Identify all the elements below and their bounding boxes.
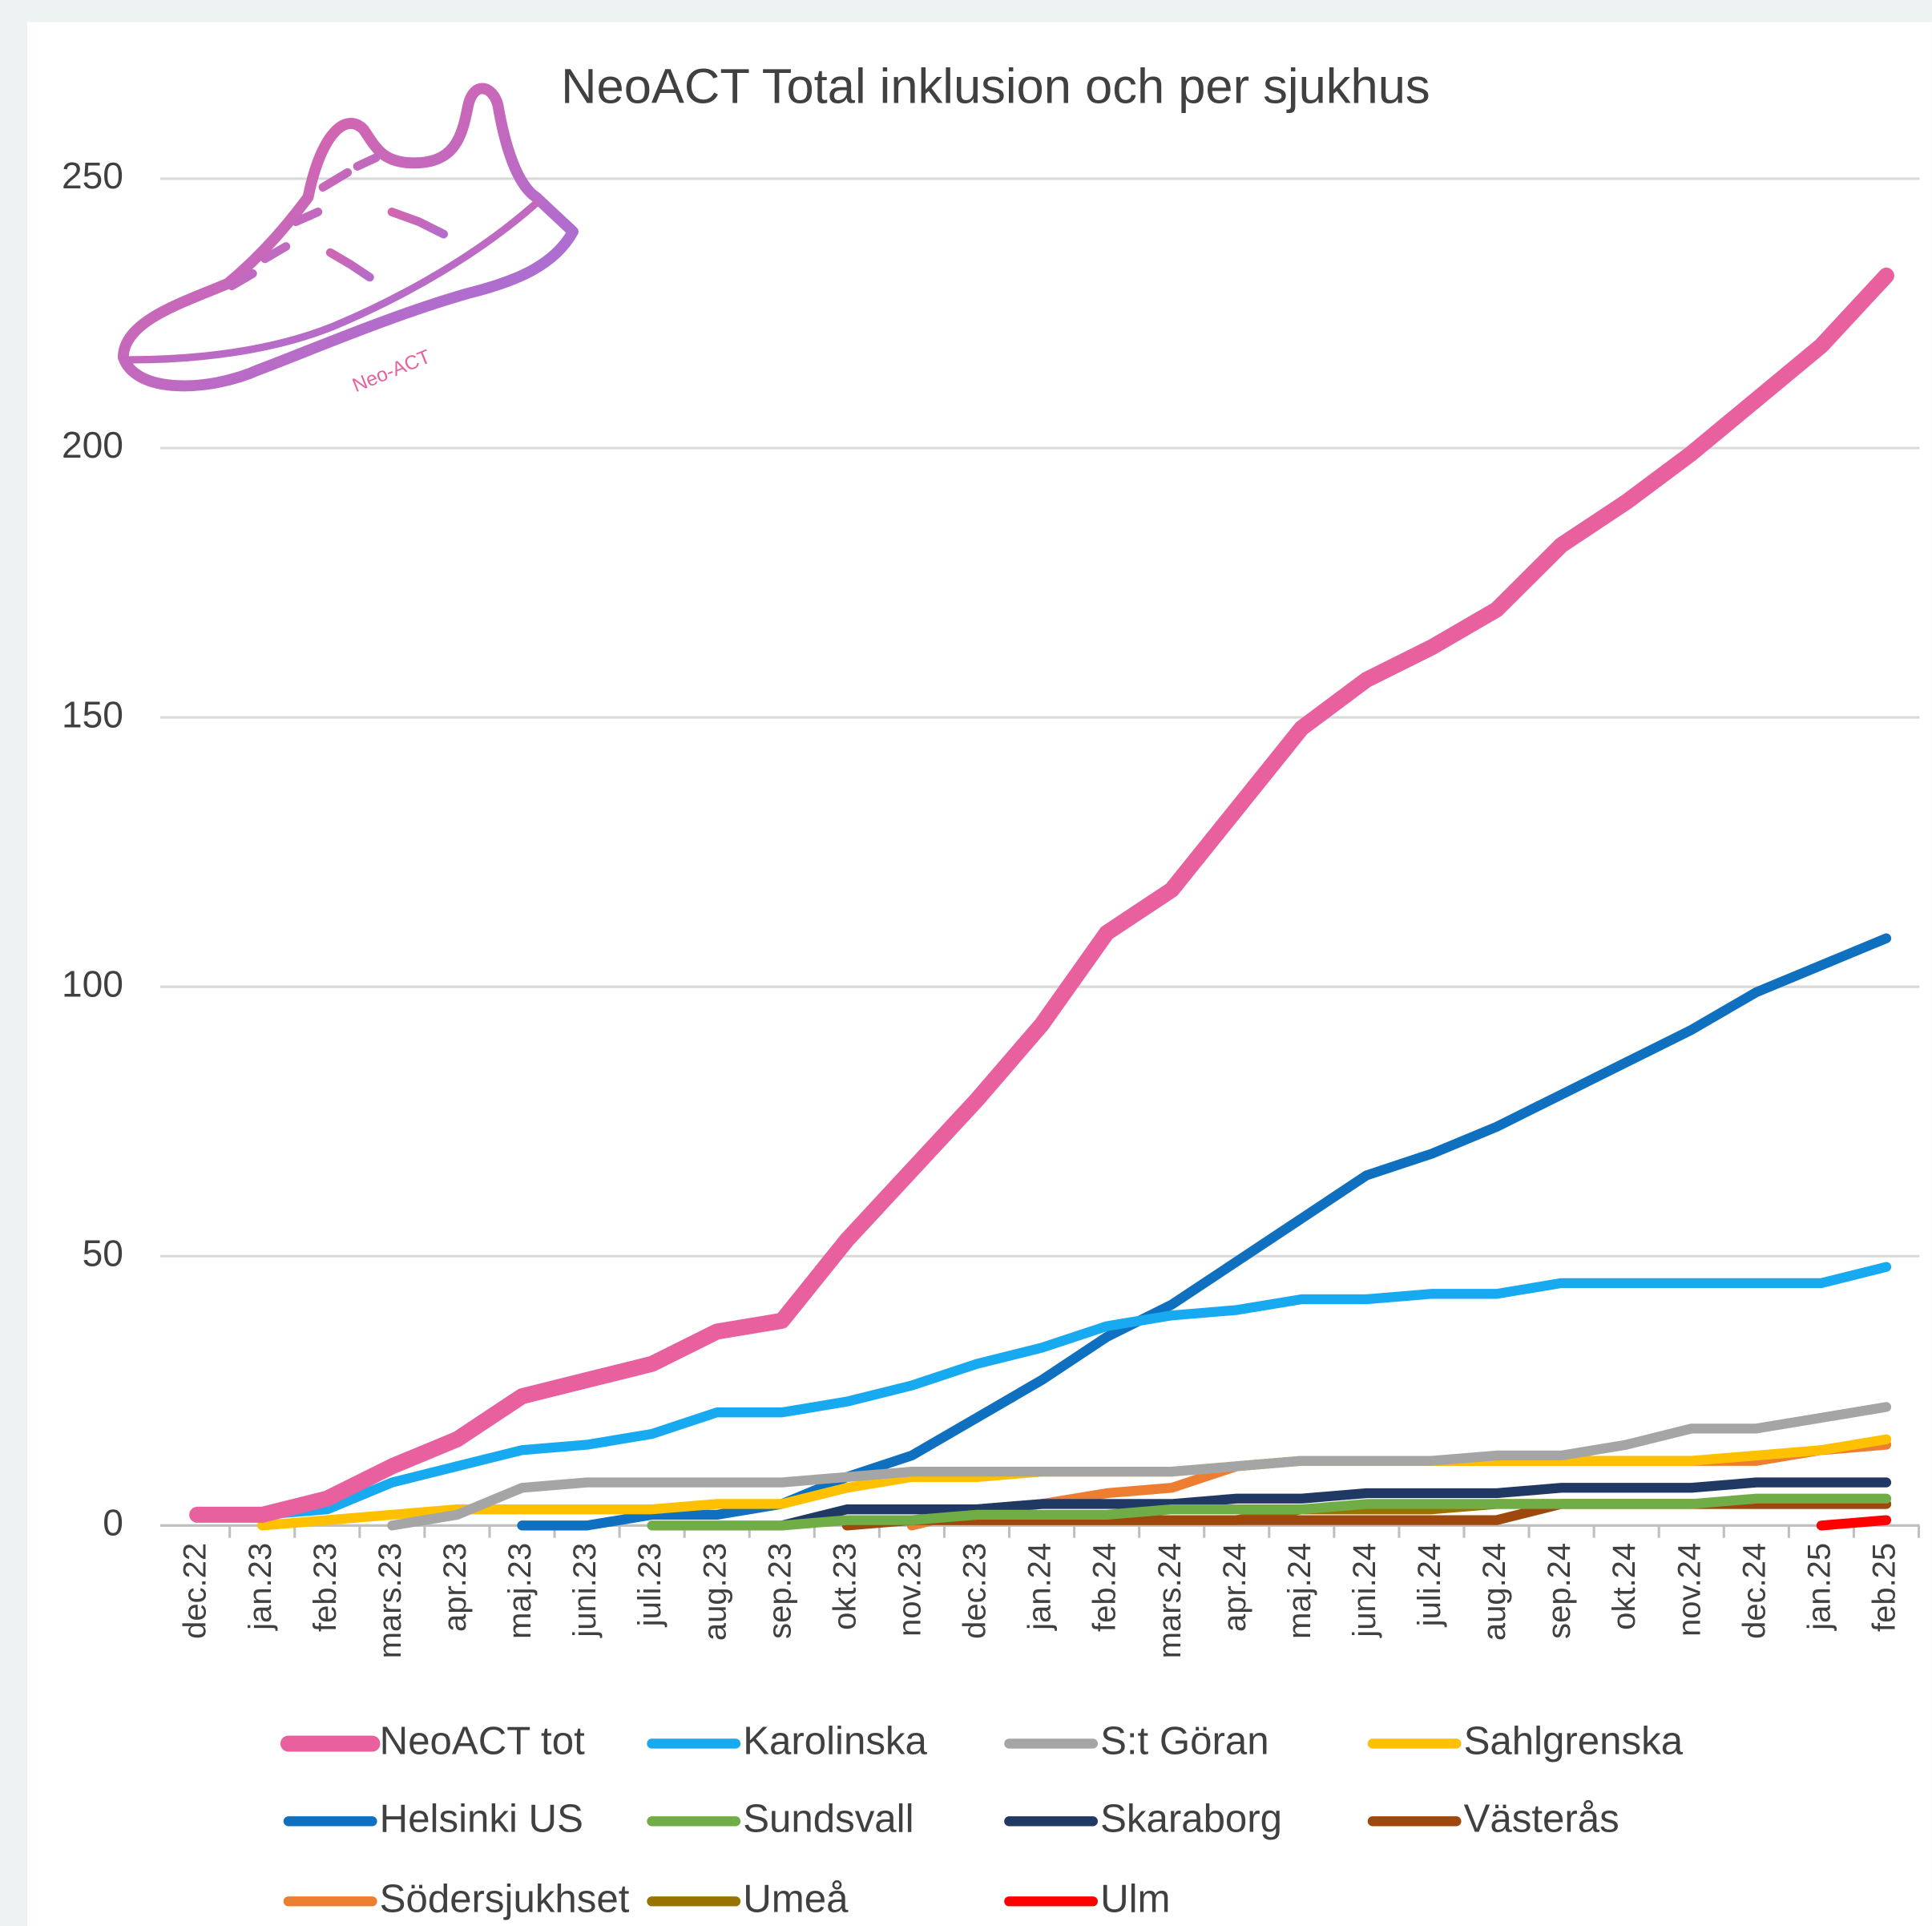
x-tick-label: juli.24 <box>1412 1543 1447 1627</box>
x-tick-label: maj.24 <box>1282 1543 1317 1639</box>
x-tick-label: jan.23 <box>243 1543 278 1631</box>
x-tick-label: apr.23 <box>438 1543 473 1632</box>
x-tick-label: okt.24 <box>1607 1543 1642 1630</box>
legend-label: Sahlgrenska <box>1464 1718 1684 1762</box>
x-tick-label: jan.24 <box>1022 1543 1058 1631</box>
legend-label: Västerås <box>1464 1796 1619 1840</box>
y-tick-label: 100 <box>62 963 123 1004</box>
legend-label: Sundsvall <box>743 1796 914 1840</box>
chart-title: NeoACT Total inklusion och per sjukhus <box>561 59 1430 114</box>
x-tick-label: juni.23 <box>567 1543 603 1638</box>
y-tick-label: 250 <box>62 155 123 196</box>
x-tick-label: mars.24 <box>1152 1543 1188 1658</box>
y-tick-label: 50 <box>83 1232 123 1274</box>
x-tick-label: juni.24 <box>1347 1543 1382 1638</box>
x-tick-label: feb.24 <box>1087 1543 1123 1632</box>
x-tick-label: dec.22 <box>178 1543 213 1639</box>
legend-label: NeoACT tot <box>380 1718 585 1762</box>
legend-label: Södersjukhset <box>380 1876 630 1920</box>
x-tick-label: okt.23 <box>827 1543 862 1630</box>
legend-label: S:t Göran <box>1100 1718 1269 1762</box>
x-tick-label: dec.24 <box>1736 1543 1772 1639</box>
legend-label: Skaraborg <box>1100 1796 1282 1840</box>
x-tick-label: aug.24 <box>1477 1543 1512 1641</box>
legend-label: Helsinki US <box>380 1796 583 1840</box>
x-tick-label: sep.24 <box>1542 1543 1577 1639</box>
x-tick-label: maj.23 <box>502 1543 538 1639</box>
y-tick-label: 200 <box>62 424 123 466</box>
x-tick-label: sep.23 <box>762 1543 797 1639</box>
x-tick-label: feb.25 <box>1867 1543 1902 1632</box>
x-tick-label: jan.25 <box>1801 1543 1837 1631</box>
x-tick-label: apr.24 <box>1217 1543 1252 1632</box>
series-line <box>1821 1520 1886 1526</box>
chart: 0 50 100 150 200 250 dec.22 jan.23 feb.23 mars.23… <box>0 0 1932 1926</box>
x-tick-label: nov.24 <box>1672 1543 1707 1637</box>
x-tick-label: feb.23 <box>308 1543 343 1632</box>
x-tick-label: dec.23 <box>958 1543 993 1639</box>
x-tick-label: aug.23 <box>697 1543 732 1641</box>
x-tick-label: mars.23 <box>373 1543 408 1658</box>
legend-label: Umeå <box>743 1876 849 1920</box>
legend-label: Karolinska <box>743 1718 927 1762</box>
y-tick-label: 150 <box>62 693 123 735</box>
y-tick-label: 0 <box>103 1502 123 1544</box>
x-tick-label: nov.23 <box>892 1543 927 1637</box>
chart-panel <box>27 22 1932 1926</box>
legend-label: Ulm <box>1100 1876 1170 1920</box>
x-tick-label: juli.23 <box>632 1543 668 1627</box>
